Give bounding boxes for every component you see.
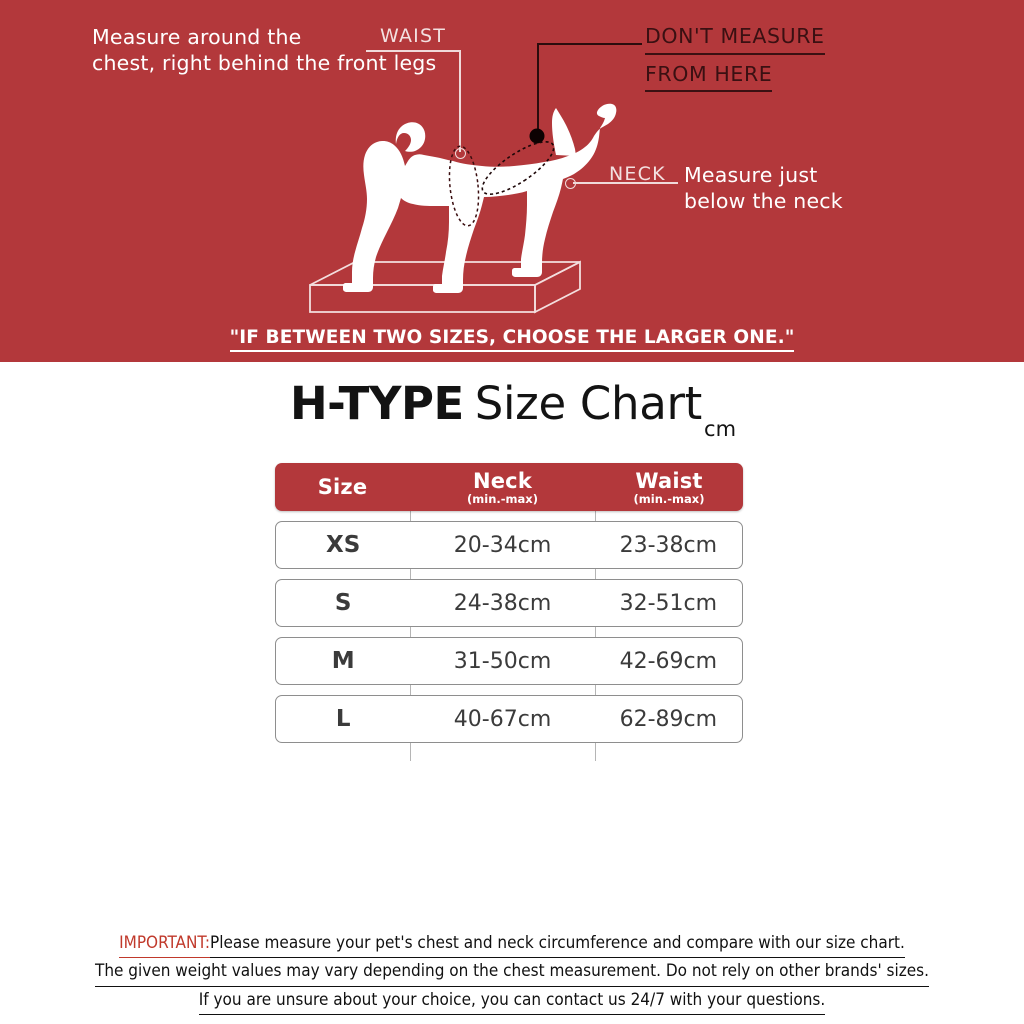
dont-measure-leader-vertical (537, 43, 539, 135)
cell-neck: 31-50cm (453, 648, 552, 674)
cell-neck: 20-34cm (453, 532, 552, 558)
important-label: IMPORTANT: (119, 930, 211, 959)
size-chart-table: Size Neck (min.-max) Waist (min.-max) XS… (275, 463, 743, 761)
header-cell-neck: Neck (min.-max) (467, 468, 538, 506)
table-row: M 31-50cm 42-69cm (275, 637, 743, 685)
waist-label: WAIST (380, 25, 447, 47)
cell-size: M (331, 648, 355, 674)
dont-measure-line-2: FROM HERE (645, 60, 773, 93)
dog-silhouette-icon (343, 103, 617, 293)
dont-measure-note: DON'T MEASURE FROM HERE (645, 22, 895, 93)
neck-measure-loop (481, 141, 555, 195)
cell-neck: 40-67cm (453, 706, 552, 732)
footer-disclaimer: IMPORTANT: Please measure your pet's che… (0, 930, 1024, 1016)
table-row: XS 20-34cm 23-38cm (275, 521, 743, 569)
neck-marker-circle-icon (565, 178, 576, 189)
footer-line-1: IMPORTANT: Please measure your pet's che… (0, 930, 1024, 959)
neck-leader-horizontal (573, 182, 678, 184)
neck-measure-note: Measure just below the neck (684, 163, 843, 214)
waist-marker-circle-icon (455, 148, 466, 159)
chest-measure-note: Measure around the chest, right behind t… (92, 25, 437, 76)
dog-eye-icon (529, 128, 545, 144)
waist-leader-vertical (459, 50, 461, 152)
cell-size: S (334, 590, 352, 616)
cell-size: XS (326, 532, 361, 558)
cell-waist: 42-69cm (619, 648, 718, 674)
table-row: S 24-38cm 32-51cm (275, 579, 743, 627)
column-divider-2 (595, 511, 596, 761)
page-title: H-TYPE Size Chartcm (0, 377, 1024, 441)
hero-banner: Measure around the chest, right behind t… (0, 0, 1024, 362)
dont-measure-line-1: DON'T MEASURE (645, 22, 825, 55)
footer-line-3: If you are unsure about your choice, you… (0, 987, 1024, 1016)
table-row: L 40-67cm 62-89cm (275, 695, 743, 743)
table-header-row: Size Neck (min.-max) Waist (min.-max) (275, 463, 743, 511)
title-unit: cm (704, 417, 737, 441)
waist-measure-loop (448, 145, 480, 227)
footer-line-1-text: Please measure your pet's chest and neck… (210, 930, 905, 959)
title-regular-part: Size Chart (474, 377, 703, 430)
cell-neck: 24-38cm (453, 590, 552, 616)
footer-line-2: The given weight values may vary dependi… (0, 958, 1024, 987)
header-cell-waist: Waist (min.-max) (633, 468, 705, 506)
dog-illustration (309, 103, 617, 314)
title-bold-part: H-TYPE (289, 377, 464, 430)
neck-label: NECK (609, 163, 666, 185)
cell-size: L (335, 706, 351, 732)
cell-waist: 32-51cm (619, 590, 718, 616)
cell-waist: 62-89cm (619, 706, 718, 732)
dont-measure-leader-horizontal (537, 43, 642, 45)
size-advice-quote: "IF BETWEEN TWO SIZES, CHOOSE THE LARGER… (0, 327, 1024, 352)
column-divider-1 (410, 511, 411, 761)
header-cell-size: Size (317, 475, 368, 499)
waist-leader-horizontal (366, 50, 461, 52)
cell-waist: 23-38cm (619, 532, 718, 558)
